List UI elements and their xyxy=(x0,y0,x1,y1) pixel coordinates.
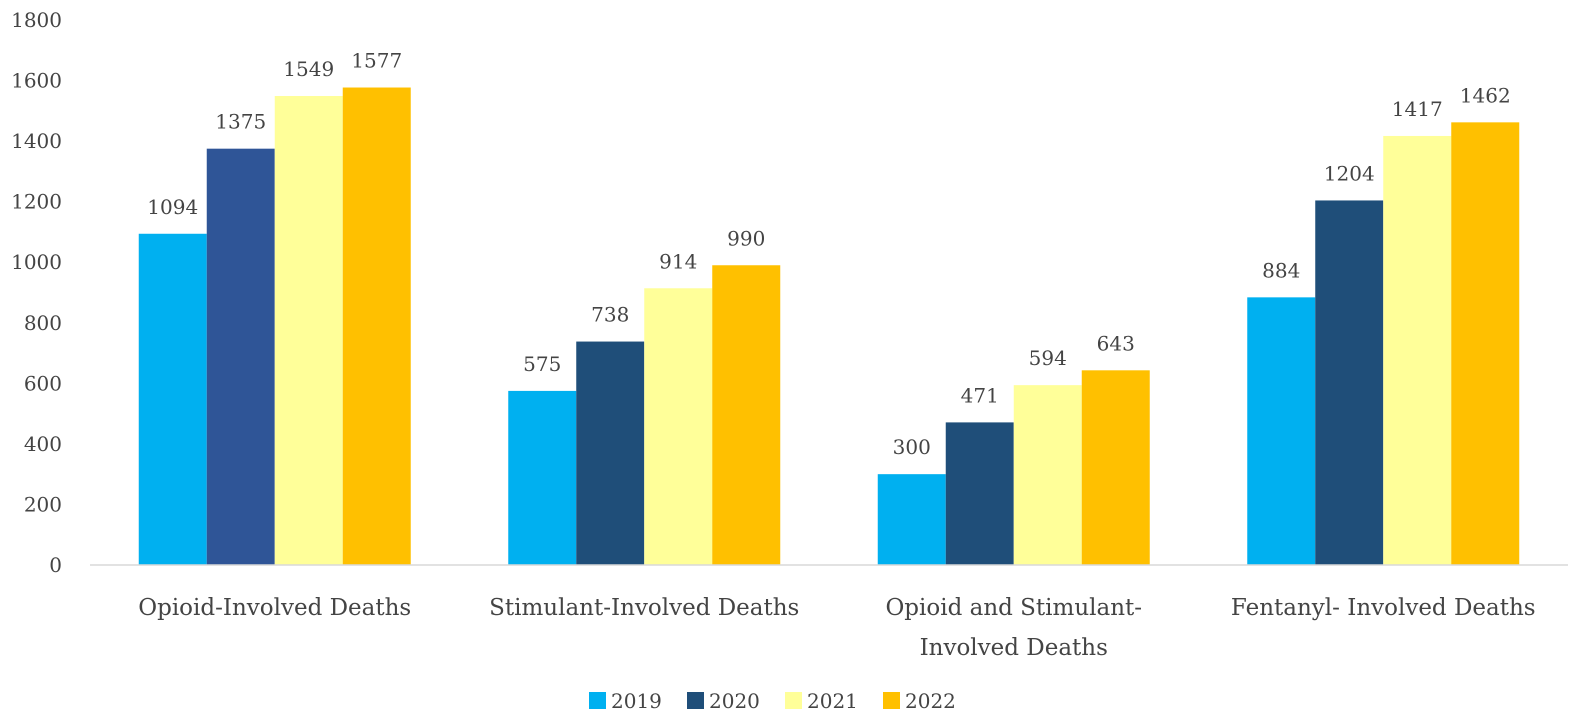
bar-2022 xyxy=(342,87,411,566)
legend-swatch-2019 xyxy=(589,692,606,709)
data-label-2019: 575 xyxy=(523,352,561,376)
x-tick-label: Opioid-Involved Deaths xyxy=(138,595,411,621)
x-tick-label: Fentanyl- Involved Deaths xyxy=(1231,595,1536,621)
bar-2019 xyxy=(138,233,207,565)
bar-2020 xyxy=(1315,200,1384,565)
y-tick-label: 800 xyxy=(24,311,62,335)
x-tick-label-line: Stimulant-Involved Deaths xyxy=(489,595,799,621)
bar-2019 xyxy=(877,474,946,565)
legend-swatch-2022 xyxy=(883,692,900,709)
y-tick-label: 0 xyxy=(49,553,62,577)
data-label-2020: 1204 xyxy=(1324,161,1375,185)
x-tick-label-line: Opioid-Involved Deaths xyxy=(138,595,411,621)
bar-2021 xyxy=(644,288,713,565)
y-tick-label: 1800 xyxy=(11,8,62,32)
x-tick-label: Opioid and Stimulant- Involved Deaths xyxy=(885,595,1142,661)
data-label-2020: 471 xyxy=(961,383,999,407)
y-tick-label: 1000 xyxy=(11,250,62,274)
bar-2021 xyxy=(1383,135,1452,566)
data-label-2021: 1549 xyxy=(283,57,334,81)
data-label-2020: 738 xyxy=(591,303,629,327)
bar-2020 xyxy=(576,341,645,565)
bars xyxy=(138,87,1520,566)
x-tick-label: Stimulant-Involved Deaths xyxy=(489,595,799,621)
legend: 2019 2020 2021 2022 xyxy=(589,689,956,713)
y-tick-label: 1600 xyxy=(11,69,62,93)
bar-2020 xyxy=(945,422,1014,565)
data-label-2019: 1094 xyxy=(147,195,198,219)
legend-label-2020: 2020 xyxy=(709,689,760,713)
x-tick-label-line: Fentanyl- Involved Deaths xyxy=(1231,595,1536,621)
data-label-2021: 914 xyxy=(659,249,697,273)
data-label-2022: 643 xyxy=(1097,331,1135,355)
bar-2021 xyxy=(274,95,343,565)
data-label-2019: 300 xyxy=(893,435,931,459)
bar-2019 xyxy=(508,390,577,565)
y-tick-label: 400 xyxy=(24,432,62,456)
bar-2021 xyxy=(1013,385,1082,565)
legend-swatch-2020 xyxy=(687,692,704,709)
bar-2019 xyxy=(1247,297,1316,565)
legend-label-2021: 2021 xyxy=(807,689,858,713)
x-axis: Opioid-Involved Deaths Stimulant-Involved… xyxy=(138,595,1535,661)
y-axis: 0 200 400 600 800 1000 1200 1400 1600 1800 xyxy=(11,8,62,577)
bar-2022 xyxy=(1081,370,1150,565)
data-labels: 1094 1375 1549 1577 575 738 914 990 300 471 594 643… xyxy=(147,49,1510,460)
data-label-2022: 1577 xyxy=(351,49,402,73)
y-tick-label: 600 xyxy=(24,371,62,395)
legend-label-2022: 2022 xyxy=(905,689,956,713)
x-tick-label-line: Involved Deaths xyxy=(920,635,1108,661)
legend-swatch-2021 xyxy=(785,692,802,709)
bar-2022 xyxy=(1451,122,1520,565)
data-label-2020: 1375 xyxy=(215,110,266,134)
y-tick-label: 1400 xyxy=(11,129,62,153)
x-tick-label-line: Opioid and Stimulant- xyxy=(885,595,1142,621)
legend-label-2019: 2019 xyxy=(611,689,662,713)
bar-2020 xyxy=(206,148,275,566)
data-label-2022: 990 xyxy=(727,226,765,250)
data-label-2021: 594 xyxy=(1029,346,1067,370)
y-tick-label: 200 xyxy=(24,492,62,516)
data-label-2022: 1462 xyxy=(1460,83,1511,107)
y-tick-label: 1200 xyxy=(11,190,62,214)
bar-2022 xyxy=(712,265,781,565)
data-label-2019: 884 xyxy=(1262,258,1300,282)
data-label-2021: 1417 xyxy=(1392,97,1443,121)
